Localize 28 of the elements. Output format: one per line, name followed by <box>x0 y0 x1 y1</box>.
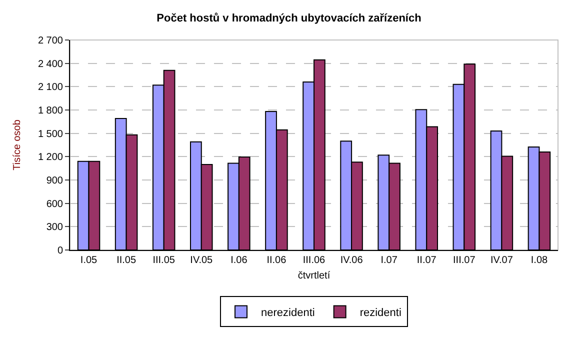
legend-label: nerezidenti <box>261 306 315 319</box>
y-tick-label: 2 700 <box>38 36 64 46</box>
x-tick-label: IV.07 <box>490 255 514 266</box>
x-tick-label: I.05 <box>80 255 98 266</box>
y-tick-label: 1 500 <box>38 128 64 140</box>
x-tick-label: IV.06 <box>340 255 364 266</box>
x-tick-label: III.06 <box>302 255 326 266</box>
x-tick-label: I.08 <box>530 255 548 266</box>
y-tick-label: 900 <box>46 176 64 186</box>
x-tick-label: IV.05 <box>190 255 214 266</box>
y-axis-title: Tisíce osob <box>12 119 23 170</box>
y-tick-label: 2 400 <box>38 58 64 70</box>
chart-title: Počet hostů v hromadných ubytovacích zařízeních <box>156 12 422 24</box>
y-tick-label: 1 800 <box>38 106 64 116</box>
x-tick-label: III.05 <box>152 255 176 266</box>
y-tick-label: 0 <box>57 246 64 256</box>
legend-label: rezidenti <box>360 306 402 319</box>
y-tick-label: 600 <box>46 198 64 210</box>
x-tick-label: I.06 <box>230 255 248 266</box>
x-tick-label: II.07 <box>416 255 437 266</box>
y-tick-label: 1 200 <box>38 152 64 164</box>
x-axis-title: čtvrtletí <box>298 270 330 282</box>
y-tick-label: 300 <box>46 222 64 234</box>
x-tick-label: II.05 <box>116 255 136 266</box>
y-tick-label: 2 100 <box>38 82 64 94</box>
x-tick-label: III.07 <box>453 255 476 266</box>
x-tick-label: I.07 <box>380 255 398 266</box>
x-tick-label: II.06 <box>266 255 287 266</box>
